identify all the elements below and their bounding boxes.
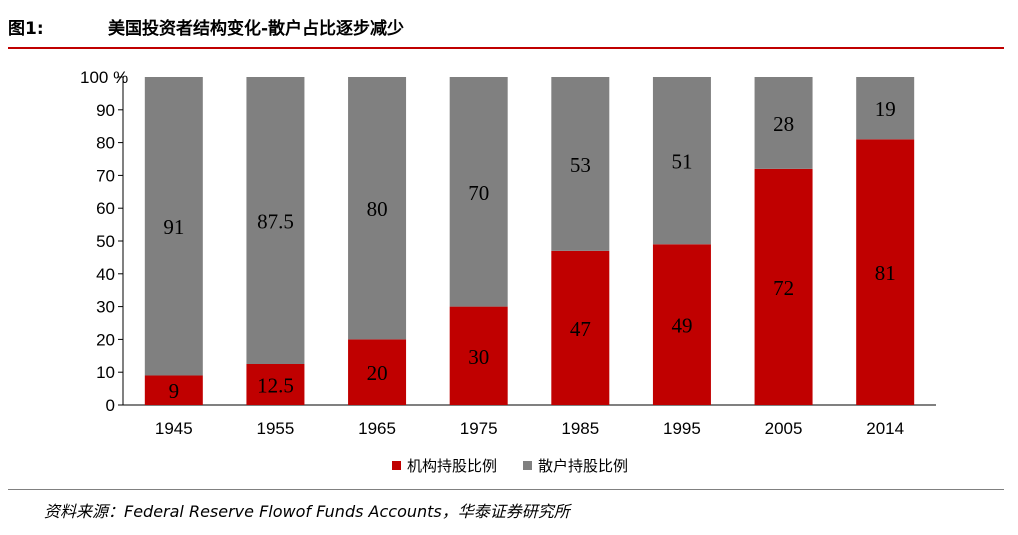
header-rule bbox=[8, 47, 1004, 49]
bar-retail bbox=[144, 77, 203, 376]
y-axis: 0 10 20 30 40 50 60 70 80 90 100 % bbox=[80, 68, 128, 415]
data-label-institutional: 9 bbox=[169, 379, 180, 403]
bar-institutional bbox=[144, 375, 203, 405]
data-label-institutional: 81 bbox=[875, 261, 896, 285]
x-tick-label: 1955 bbox=[257, 419, 295, 438]
figure-label: 图1: bbox=[8, 19, 44, 39]
data-label-retail: 19 bbox=[875, 97, 896, 121]
x-tick-label: 2014 bbox=[866, 419, 904, 438]
data-label-institutional: 49 bbox=[671, 314, 692, 338]
legend-label-retail: 散户持股比例 bbox=[538, 457, 629, 475]
bar-labels-group: 9 91 12.5 87.5 20 80 30 70 47 53 49 51 72 28 81 19 bbox=[163, 97, 895, 403]
bar-retail bbox=[551, 77, 610, 251]
bar-retail bbox=[856, 77, 915, 140]
y-tick-label: 30 bbox=[96, 298, 115, 317]
data-label-retail: 51 bbox=[671, 150, 692, 174]
data-label-retail: 70 bbox=[468, 181, 489, 205]
bar-institutional bbox=[754, 168, 813, 405]
legend-item-retail: 散户持股比例 bbox=[523, 455, 628, 476]
x-axis: 1945 1955 1965 1975 1985 1995 2005 2014 bbox=[123, 404, 936, 438]
data-label-retail: 80 bbox=[367, 197, 388, 221]
data-label-retail: 53 bbox=[570, 153, 591, 177]
y-tick-label: 50 bbox=[96, 232, 115, 251]
data-label-retail: 87.5 bbox=[257, 210, 294, 234]
x-tick-label: 1975 bbox=[460, 419, 498, 438]
y-tick-label: 0 bbox=[106, 396, 115, 415]
x-tick-label: 2005 bbox=[765, 419, 803, 438]
data-label-retail: 91 bbox=[163, 215, 184, 239]
bar-institutional bbox=[856, 139, 915, 405]
data-label-institutional: 72 bbox=[773, 276, 794, 300]
bar-institutional bbox=[551, 250, 610, 405]
data-label-institutional: 12.5 bbox=[257, 374, 294, 398]
data-label-institutional: 30 bbox=[468, 345, 489, 369]
y-tick-label: 80 bbox=[96, 134, 115, 153]
footer-rule bbox=[8, 489, 1004, 490]
y-tick-label: 10 bbox=[96, 363, 115, 382]
data-label-institutional: 20 bbox=[367, 361, 388, 385]
bar-retail bbox=[652, 77, 711, 245]
y-tick-label: 100 % bbox=[80, 68, 128, 87]
figure-header: 图1: 美国投资者结构变化-散户占比逐步减少 bbox=[8, 14, 1008, 50]
figure-title: 美国投资者结构变化-散户占比逐步减少 bbox=[108, 19, 405, 39]
legend-item-institutional: 机构持股比例 bbox=[392, 455, 497, 476]
bar-retail bbox=[246, 77, 305, 364]
y-tick-label: 40 bbox=[96, 265, 115, 284]
x-tick-label: 1965 bbox=[358, 419, 396, 438]
x-tick-label: 1985 bbox=[561, 419, 599, 438]
legend-swatch-retail bbox=[523, 461, 533, 470]
x-tick-label: 1995 bbox=[663, 419, 701, 438]
bar-institutional bbox=[348, 339, 407, 405]
bars-group bbox=[144, 77, 915, 405]
y-tick-label: 20 bbox=[96, 330, 115, 349]
legend-swatch-institutional bbox=[392, 461, 401, 470]
y-tick-label: 70 bbox=[96, 166, 115, 185]
bar-institutional bbox=[246, 364, 305, 405]
bar-retail bbox=[449, 77, 508, 307]
y-tick-label: 60 bbox=[96, 199, 115, 218]
legend-label-institutional: 机构持股比例 bbox=[407, 457, 498, 475]
bar-institutional bbox=[449, 306, 508, 405]
bar-retail bbox=[348, 77, 407, 340]
chart-legend: 机构持股比例 散户持股比例 bbox=[392, 455, 628, 476]
y-tick-label: 90 bbox=[96, 101, 115, 120]
x-tick-label: 1945 bbox=[155, 419, 193, 438]
data-label-institutional: 47 bbox=[570, 317, 591, 341]
source-note: 资料来源：Federal Reserve Flowof Funds Accoun… bbox=[44, 502, 570, 521]
bar-retail bbox=[754, 77, 813, 169]
data-label-retail: 28 bbox=[773, 112, 794, 136]
bar-institutional bbox=[652, 244, 711, 405]
